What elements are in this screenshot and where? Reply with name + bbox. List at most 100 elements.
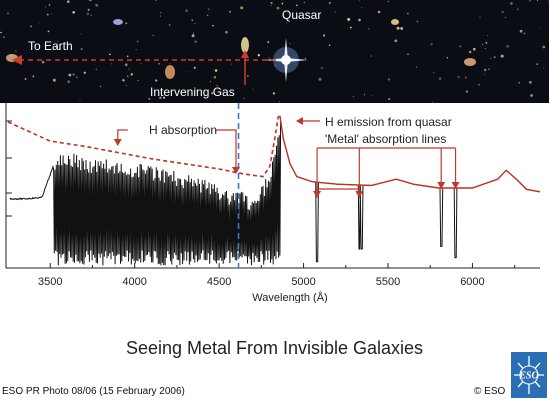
star-icon bbox=[210, 92, 214, 95]
h-absorption-bracket-right bbox=[216, 129, 237, 168]
star-icon bbox=[160, 12, 162, 14]
x-tick-label: 5000 bbox=[291, 276, 315, 288]
quasar-label: Quasar bbox=[282, 8, 322, 22]
star-icon bbox=[52, 78, 56, 82]
h-emission-label: H emission from quasar bbox=[325, 115, 452, 129]
star-icon bbox=[225, 30, 228, 34]
star-icon bbox=[169, 62, 171, 64]
star-icon bbox=[56, 41, 59, 43]
star-icon bbox=[371, 95, 373, 97]
star-icon bbox=[542, 45, 546, 49]
star-icon bbox=[547, 1, 549, 2]
star-icon bbox=[328, 1, 331, 4]
x-tick-label: 4000 bbox=[122, 276, 146, 288]
star-icon bbox=[267, 41, 270, 44]
star-icon bbox=[90, 14, 92, 16]
star-icon bbox=[529, 0, 532, 2]
star-icon bbox=[51, 13, 53, 15]
h-absorption-label: H absorption bbox=[149, 123, 217, 137]
star-icon bbox=[446, 57, 449, 59]
star-icon bbox=[539, 26, 541, 28]
star-icon bbox=[350, 26, 352, 29]
star-icon bbox=[303, 1, 306, 4]
star-icon bbox=[407, 53, 409, 56]
star-icon bbox=[377, 10, 381, 14]
quasar-star-icon bbox=[281, 55, 291, 65]
star-icon bbox=[488, 68, 490, 70]
star-icon bbox=[387, 78, 391, 81]
star-icon bbox=[394, 39, 398, 43]
intervening-gas-label: Intervening Gas bbox=[150, 85, 235, 99]
star-icon bbox=[484, 47, 487, 50]
star-icon bbox=[155, 79, 158, 82]
copyright-notice: © ESO bbox=[474, 386, 506, 397]
star-icon bbox=[0, 31, 2, 34]
star-icon bbox=[530, 94, 533, 97]
star-icon bbox=[191, 34, 195, 38]
star-icon bbox=[257, 54, 260, 57]
star-icon bbox=[479, 16, 481, 18]
star-icon bbox=[67, 80, 71, 84]
star-icon bbox=[86, 12, 90, 16]
star-icon bbox=[194, 40, 197, 43]
star-icon bbox=[158, 62, 161, 65]
star-icon bbox=[321, 67, 323, 70]
star-icon bbox=[87, 8, 90, 11]
star-icon bbox=[243, 97, 245, 100]
star-icon bbox=[482, 43, 483, 45]
star-icon bbox=[130, 73, 133, 76]
star-icon bbox=[168, 24, 171, 26]
star-icon bbox=[518, 81, 521, 84]
star-icon bbox=[334, 11, 337, 13]
star-icon bbox=[519, 29, 523, 33]
star-icon bbox=[358, 0, 360, 2]
star-icon bbox=[89, 0, 92, 2]
star-icon bbox=[279, 101, 281, 103]
star-icon bbox=[536, 0, 539, 2]
star-icon bbox=[24, 78, 27, 80]
arrow-down-icon bbox=[355, 191, 364, 198]
star-icon bbox=[194, 22, 197, 25]
star-icon bbox=[72, 73, 75, 76]
star-icon bbox=[193, 66, 196, 69]
star-icon bbox=[75, 76, 78, 79]
star-icon bbox=[136, 40, 139, 43]
star-icon bbox=[59, 48, 61, 51]
star-icon bbox=[229, 10, 232, 13]
star-icon bbox=[438, 77, 442, 80]
star-icon bbox=[185, 9, 188, 12]
star-icon bbox=[154, 0, 157, 1]
star-icon bbox=[152, 34, 154, 37]
star-icon bbox=[528, 80, 532, 84]
x-tick-label: 6000 bbox=[460, 276, 484, 288]
sky-field bbox=[0, 0, 549, 103]
star-icon bbox=[370, 55, 373, 57]
star-icon bbox=[68, 73, 72, 77]
spectrum-svg: 3500 4000 4500 5000 5500 6000 Wavelength (Å) … bbox=[5, 103, 541, 304]
star-icon bbox=[430, 43, 433, 46]
star-icon bbox=[289, 42, 291, 44]
star-icon bbox=[536, 63, 538, 65]
spectrum-chart: 3500 4000 4500 5000 5500 6000 Wavelength (Å) … bbox=[0, 103, 549, 304]
star-icon bbox=[270, 4, 272, 7]
photo-credit: ESO PR Photo 08/06 (15 February 2006) bbox=[2, 386, 185, 397]
star-icon bbox=[517, 8, 519, 10]
quasar-continuum-dashed bbox=[7, 115, 281, 178]
star-icon bbox=[318, 77, 322, 81]
star-icon bbox=[523, 32, 526, 35]
star-icon bbox=[304, 57, 307, 59]
star-icon bbox=[396, 26, 400, 30]
star-icon bbox=[368, 28, 370, 30]
h-absorption-bracket-left bbox=[117, 129, 128, 139]
star-icon bbox=[500, 54, 504, 58]
star-icon bbox=[493, 56, 496, 59]
star-icon bbox=[140, 63, 142, 65]
star-icon bbox=[186, 71, 188, 73]
star-icon bbox=[501, 10, 504, 14]
star-icon bbox=[135, 49, 137, 51]
x-tick-label: 4500 bbox=[207, 276, 231, 288]
star-icon bbox=[148, 98, 151, 100]
star-icon bbox=[15, 50, 17, 53]
star-icon bbox=[162, 96, 166, 99]
star-icon bbox=[270, 1, 273, 5]
